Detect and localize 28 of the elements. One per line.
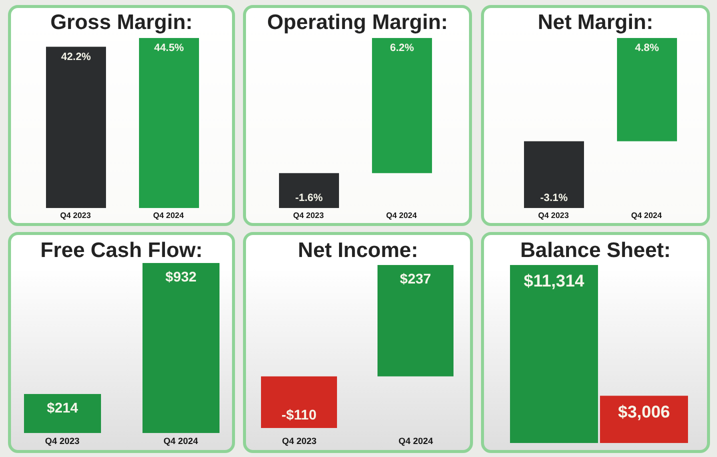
chart-title: Net Margin: <box>536 11 654 35</box>
data-label: -3.1% <box>540 192 568 204</box>
x-tick-label: Q4 2024 <box>630 210 662 220</box>
x-tick-label: Q4 2023 <box>292 210 324 220</box>
data-label: $237 <box>400 270 432 286</box>
chart-title: Free Cash Flow: <box>39 239 204 263</box>
data-label: 6.2% <box>390 42 414 54</box>
data-label: -$110 <box>281 406 316 423</box>
data-label: $932 <box>166 268 198 284</box>
chart-title: Net Income: <box>296 239 420 263</box>
data-label: $11,314 <box>524 272 585 291</box>
data-label: 42.2% <box>61 50 92 63</box>
x-tick-label: Q4 2023 <box>538 210 569 220</box>
data-label: 4.8% <box>634 42 660 54</box>
chart-title: Gross Margin: <box>49 11 194 35</box>
chart-title: Operating Margin: <box>266 11 449 35</box>
x-tick-label: Q4 2024 <box>398 436 433 446</box>
x-tick-label: Q4 2024 <box>164 436 198 446</box>
x-tick-label: Q4 2023 <box>282 436 316 446</box>
data-label: 44.5% <box>154 42 185 54</box>
data-label: -1.6% <box>294 192 323 204</box>
x-tick-label: Q4 2023 <box>45 436 80 446</box>
chart-title: Balance Sheet: <box>519 239 672 263</box>
x-tick-label: Q4 2024 <box>153 210 184 220</box>
x-tick-label: Q4 2023 <box>60 210 92 220</box>
data-label: $214 <box>47 399 79 416</box>
x-tick-label: Q4 2024 <box>386 210 417 220</box>
data-label: $3,006 <box>618 402 670 422</box>
